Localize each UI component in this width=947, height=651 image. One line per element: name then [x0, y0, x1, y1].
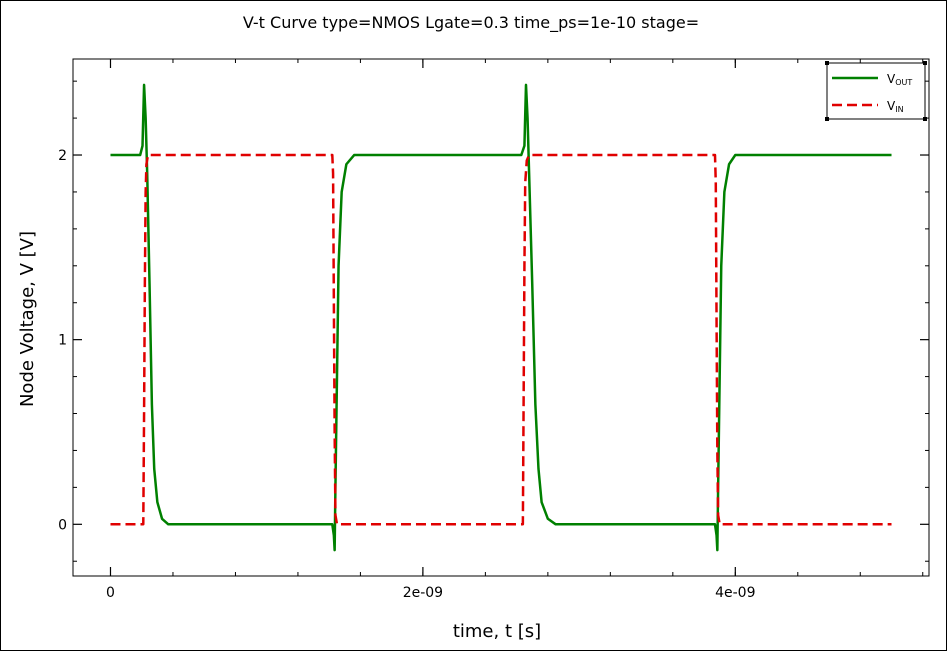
y-tick-label: 0	[58, 517, 67, 533]
x-axis-label: time, t [s]	[453, 621, 541, 642]
legend-corner-handle	[923, 61, 927, 65]
legend-corner-handle	[825, 117, 829, 121]
y-tick-label: 2	[58, 148, 67, 164]
chart-title: V-t Curve type=NMOS Lgate=0.3 time_ps=1e…	[243, 13, 699, 33]
x-tick-label: 4e-09	[715, 585, 755, 601]
plot-area-frame	[72, 58, 930, 577]
legend-box	[826, 62, 926, 120]
series-line-vout	[110, 83, 892, 552]
legend-corner-handle	[923, 117, 927, 121]
series-lines	[110, 83, 892, 552]
axis-ticks: 0 2e-09 4e-09 0 1 2	[58, 59, 929, 601]
x-tick-label: 2e-09	[403, 585, 443, 601]
series-line-vin	[110, 153, 892, 526]
y-tick-label: 1	[58, 333, 67, 349]
legend-corner-handle	[825, 61, 829, 65]
y-axis-label: Node Voltage, V [V]	[17, 231, 38, 407]
x-tick-label: 0	[106, 585, 115, 601]
